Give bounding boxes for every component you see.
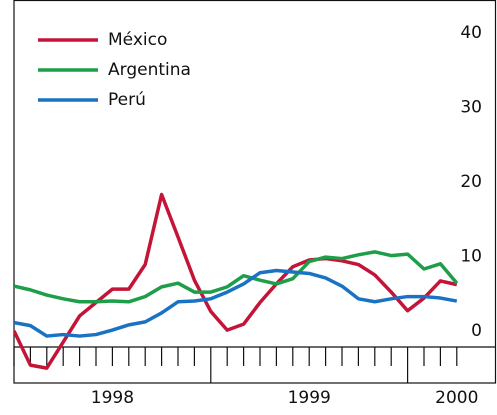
series-line (14, 268, 458, 338)
series-line (14, 250, 459, 304)
series-line (14, 192, 458, 370)
x-tick-label: 1998 (91, 388, 134, 408)
y-tick-label: 0 (471, 321, 482, 341)
legend-label: Argentina (108, 60, 191, 80)
plot-frame (13, 0, 497, 384)
y-tick-label: 30 (460, 97, 482, 117)
y-tick-label: 40 (460, 23, 482, 43)
legend-label: México (108, 30, 167, 50)
y-tick-label: 10 (460, 246, 482, 266)
x-tick-label: 1999 (288, 388, 331, 408)
legend-label: Perú (108, 90, 146, 110)
y-tick-label: 20 (460, 172, 482, 192)
x-tick-label: 2000 (435, 388, 478, 408)
